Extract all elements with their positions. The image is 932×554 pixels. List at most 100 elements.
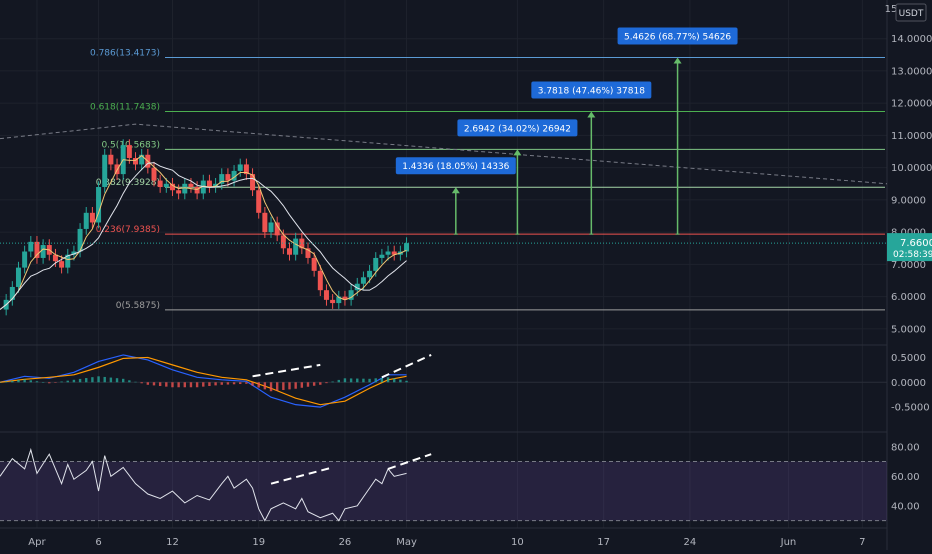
candle-body xyxy=(336,296,342,304)
candle-body xyxy=(213,183,219,188)
macd-histogram-bar xyxy=(158,382,162,387)
target-arrow-head xyxy=(673,57,682,64)
macd-series-signal xyxy=(0,356,407,406)
candle-body xyxy=(385,251,391,255)
current-price-label: 7.6600 xyxy=(900,238,932,249)
macd-histogram-bar xyxy=(312,382,316,386)
target-label-box[interactable] xyxy=(395,157,516,175)
macd-histogram-bar xyxy=(282,382,285,390)
macd-histogram-bar xyxy=(97,376,100,383)
target-arrow-head xyxy=(513,149,522,156)
macd-histogram-bar xyxy=(72,379,76,383)
macd-pane xyxy=(0,354,887,408)
macd-histogram-bar xyxy=(109,377,113,383)
target-label-box[interactable] xyxy=(617,27,738,45)
candle-body xyxy=(317,270,323,291)
currency-badge[interactable] xyxy=(895,3,927,22)
macd-histogram-bar xyxy=(306,382,310,387)
candle-body xyxy=(237,164,243,171)
macd-histogram-bar xyxy=(48,382,51,384)
time-tick-label: 7 xyxy=(859,537,865,548)
target-label: 3.7818 (47.46%) 37818 xyxy=(538,86,645,96)
current-price-badge[interactable] xyxy=(887,233,932,262)
candle-body xyxy=(299,238,305,249)
currency-label: USDT xyxy=(899,9,924,19)
target-label: 1.4336 (18.05%) 14336 xyxy=(402,162,509,172)
candle-body xyxy=(262,212,268,233)
macd-histogram-bar xyxy=(85,378,88,383)
price-tick-label: 6.0000 xyxy=(891,292,926,303)
candle-body xyxy=(250,174,256,191)
rsi-divergence-line xyxy=(270,466,333,485)
macd-histogram-bar xyxy=(325,382,328,384)
macd-histogram-bar xyxy=(220,382,223,385)
annotations[interactable]: 1.4336 (18.05%) 14336 2.6942 (34.02%) 269… xyxy=(395,27,738,235)
candle-body xyxy=(108,154,114,165)
price-tick-label: 9.0000 xyxy=(891,195,926,206)
macd-histogram-bar xyxy=(349,378,353,383)
candle-body xyxy=(28,241,34,252)
price-tick-label: 10.0000 xyxy=(891,163,932,174)
macd-histogram-bar xyxy=(103,376,106,383)
macd-histogram-bar xyxy=(128,380,131,383)
candle-body xyxy=(176,190,182,194)
macd-histogram-bar xyxy=(257,382,260,388)
candle-body xyxy=(225,174,231,181)
macd-histogram-bar xyxy=(171,382,174,388)
macd-histogram-bar xyxy=(29,380,32,383)
time-tick-label: May xyxy=(396,537,417,548)
macd-histogram-bar xyxy=(183,382,186,388)
price-tick-label: 13.0000 xyxy=(891,66,932,77)
candle-body xyxy=(256,190,262,213)
candle-body xyxy=(360,277,366,284)
candle-body xyxy=(330,299,336,304)
macd-histogram-bar xyxy=(319,382,322,385)
candle-body xyxy=(126,145,132,158)
rsi-tick-label: 40.00 xyxy=(891,501,920,512)
rsi-band-fill xyxy=(0,461,887,521)
macd-histogram-bar xyxy=(300,382,304,388)
time-tick-label: 19 xyxy=(252,537,265,548)
axes: Apr 6 12 19 26 May 10 17 24 Jun 7 5.0000 6.0000 7.000… xyxy=(28,34,932,548)
macd-histogram-bar xyxy=(393,378,396,383)
rsi-projection-line xyxy=(387,453,432,470)
macd-tick-label: 0.0000 xyxy=(891,378,926,389)
candle-body xyxy=(373,257,379,271)
macd-histogram-bar xyxy=(226,382,230,385)
time-tick-label: Apr xyxy=(28,537,46,548)
macd-histogram-bar xyxy=(134,381,137,383)
macd-histogram-bar xyxy=(275,382,279,391)
candle-body xyxy=(323,290,329,300)
candle-body xyxy=(40,245,46,258)
candle-body xyxy=(231,170,237,181)
candle-body xyxy=(102,154,108,188)
price-tick-label: 11.0000 xyxy=(891,131,932,142)
candle-body xyxy=(348,290,354,300)
candle-body xyxy=(22,251,28,268)
macd-divergence-line xyxy=(252,363,321,378)
candle-body xyxy=(89,212,95,223)
fib-level-label: 0.382(9.3928) xyxy=(96,178,160,188)
macd-histogram-bar xyxy=(54,382,57,383)
time-tick-label: Jun xyxy=(780,537,797,548)
target-label-box[interactable] xyxy=(457,119,578,137)
target-label-box[interactable] xyxy=(531,81,652,99)
macd-histogram-bar xyxy=(23,379,26,383)
macd-histogram-bar xyxy=(374,378,377,383)
macd-histogram-bar xyxy=(399,379,402,383)
price-tick-label: 5.0000 xyxy=(891,324,926,335)
time-tick-label: 6 xyxy=(95,537,101,548)
macd-histogram-bar xyxy=(66,380,69,383)
target-arrow-head xyxy=(587,111,596,118)
macd-histogram-bar xyxy=(140,382,143,384)
macd-histogram-bar xyxy=(195,382,199,388)
candle-body xyxy=(59,261,65,268)
macd-tick-label: 0.5000 xyxy=(891,353,926,364)
candle-body xyxy=(243,164,249,175)
resistance-trendline xyxy=(0,123,888,185)
candle-body xyxy=(15,267,21,287)
macd-histogram-bar xyxy=(343,378,347,383)
macd-histogram-bar xyxy=(189,382,193,388)
